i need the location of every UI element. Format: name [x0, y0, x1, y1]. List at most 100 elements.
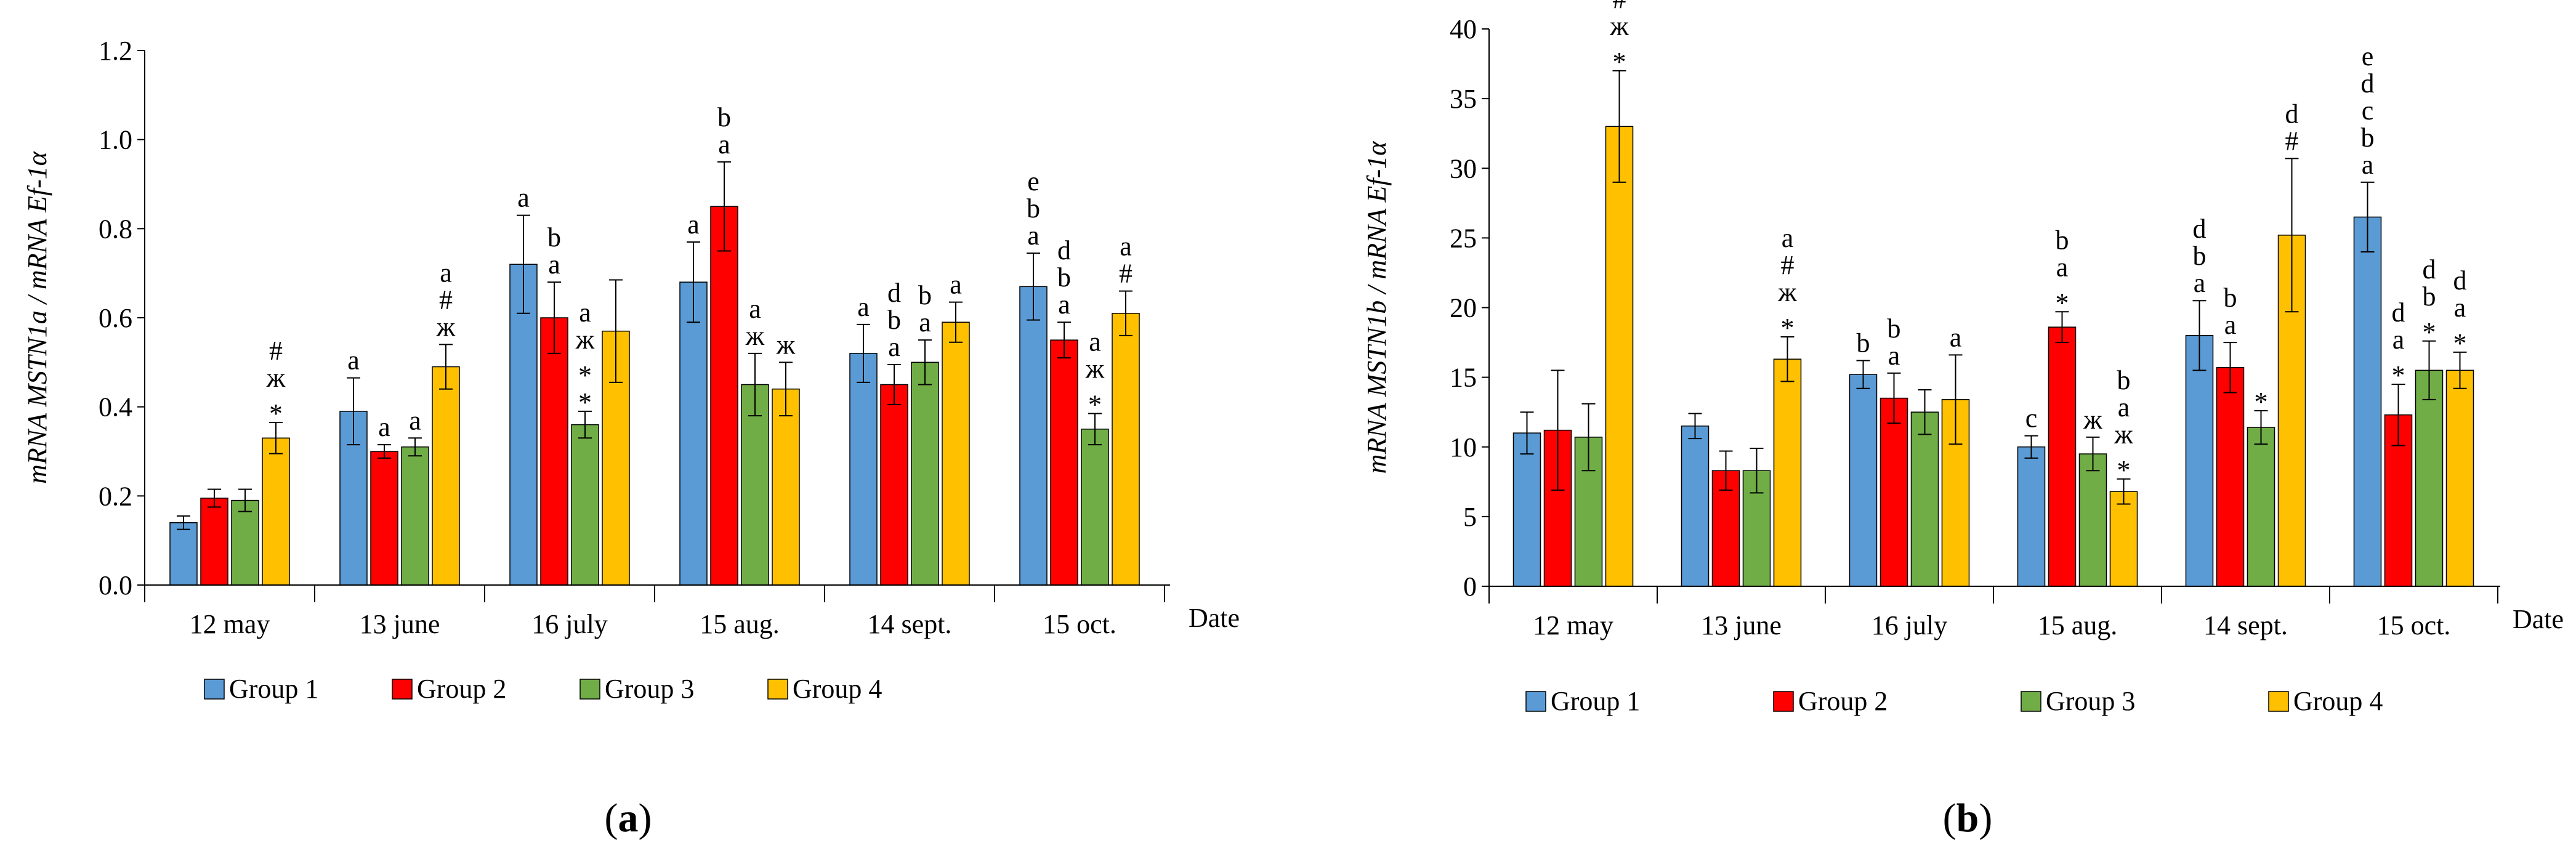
bar — [540, 317, 568, 586]
legend-swatch — [392, 679, 413, 700]
bar — [401, 446, 429, 586]
significance-label: b — [1057, 262, 1071, 293]
significance-label: a — [888, 332, 900, 362]
x-tick-label: 14 sept. — [868, 609, 952, 639]
y-tick-label: 0.4 — [99, 392, 132, 422]
y-tick-label: 20 — [1450, 293, 1477, 323]
legend-label: Group 3 — [2046, 686, 2135, 716]
significance-label: a — [2362, 150, 2374, 180]
legend: Group 1 Group 2 Group 3 Group 4 — [204, 674, 882, 704]
x-tick-label: 16 july — [1871, 610, 1947, 640]
x-tick-label: 13 june — [360, 609, 440, 639]
significance-label: * — [269, 398, 283, 429]
significance-label: d — [1057, 235, 1071, 265]
panel-label-open: ( — [1943, 796, 1956, 841]
significance-label: * — [2392, 360, 2405, 390]
significance-label: # — [439, 285, 453, 315]
y-tick-label: 15 — [1450, 363, 1477, 393]
y-tick-label: 1.2 — [99, 36, 132, 66]
significance-label: a — [718, 129, 730, 159]
panel-label: (a) — [605, 796, 652, 841]
x-tick-label: 13 june — [1701, 610, 1782, 640]
significance-label: a — [2454, 293, 2466, 323]
bar — [1019, 286, 1048, 586]
chart-panel-b: 0 5 10 15 20 25 30 35 40 mRNA MSTN1b / mRNA Ef-1α… — [1362, 0, 2564, 841]
legend-swatch — [2268, 691, 2289, 712]
significance-label: a — [2224, 310, 2237, 340]
bar — [1050, 339, 1078, 586]
significance-label: * — [578, 360, 592, 390]
significance-label: a — [1888, 341, 1900, 371]
significance-label: a — [687, 209, 700, 240]
significance-label: a — [548, 249, 560, 280]
y-tick-label: 0.2 — [99, 481, 132, 511]
panel-label-close: ) — [1979, 796, 1992, 841]
significance-label: * — [2255, 387, 2268, 417]
bar — [2415, 369, 2444, 587]
significance-label: a — [749, 294, 761, 324]
y-tick-label: 0.6 — [99, 303, 132, 333]
significance-label: a — [440, 257, 452, 288]
significance-label: * — [2056, 288, 2069, 318]
bar — [849, 353, 878, 586]
bar — [200, 498, 228, 586]
significance-label: a — [517, 183, 530, 213]
legend-swatch — [2021, 691, 2041, 712]
y-tick-label: 25 — [1450, 223, 1477, 253]
significance-label: a — [857, 292, 870, 322]
significance-label: # — [1613, 0, 1626, 14]
legend-swatch — [1525, 691, 1546, 712]
y-tick-label: 0.0 — [99, 570, 132, 600]
panel-label-open: ( — [605, 796, 618, 841]
legend-label: Group 2 — [1798, 686, 1888, 716]
significance-label: a — [579, 297, 591, 328]
y-tick-label: 1.0 — [99, 125, 132, 155]
significance-label: b — [2224, 283, 2237, 313]
significance-label: a — [2056, 252, 2069, 282]
significance-label: e — [2362, 41, 2374, 71]
bar — [1849, 374, 1878, 587]
y-axis-label: mRNA MSTN1b / mRNA Ef-1α — [1362, 141, 1392, 474]
bar — [1112, 313, 1140, 586]
significance-label: d — [2361, 68, 2375, 99]
bar — [772, 388, 800, 586]
bar — [942, 321, 970, 586]
significance-label: d — [2423, 254, 2436, 285]
bar — [1773, 358, 1802, 587]
y-tick-label: 30 — [1450, 153, 1477, 184]
x-axis-label: Date — [1189, 603, 1240, 633]
bar — [1681, 426, 1710, 587]
significance-label: d — [2392, 297, 2405, 328]
significance-label: a — [919, 307, 931, 337]
bar — [2216, 367, 2245, 587]
significance-label: * — [1613, 47, 1626, 77]
significance-label: b — [717, 102, 731, 132]
bar — [1880, 397, 1908, 587]
bar — [432, 366, 460, 586]
legend-label: Group 4 — [2293, 686, 2383, 716]
significance-label: b — [2423, 281, 2436, 312]
legend-label: Group 1 — [1551, 686, 1640, 716]
significance-label: a — [409, 405, 421, 435]
legend-label: Group 1 — [229, 674, 318, 704]
bar — [2109, 491, 2138, 587]
significance-label: a — [378, 412, 390, 442]
significance-label: b — [1027, 193, 1040, 224]
significance-label: d — [2285, 99, 2299, 129]
bar — [2353, 216, 2382, 587]
significance-label: ж — [745, 321, 765, 351]
bar — [710, 206, 738, 586]
y-tick-label: 0.8 — [99, 214, 132, 244]
significance-label: a — [1120, 232, 1132, 262]
x-tick-label: 15 oct. — [2377, 610, 2451, 640]
significance-label: b — [1857, 328, 1870, 358]
bar — [2445, 369, 2474, 587]
chart-panel-a: 0.0 0.2 0.4 0.6 0.8 1.0 1.2 mRNA MSTN1a / mRNA … — [22, 36, 1240, 841]
significance-label: b — [2056, 225, 2069, 255]
x-tick-label: 15 oct. — [1043, 609, 1116, 639]
x-tick-label: 16 july — [531, 609, 607, 639]
significance-label: b — [918, 280, 932, 310]
legend-swatch — [204, 679, 225, 700]
bar — [741, 384, 769, 586]
